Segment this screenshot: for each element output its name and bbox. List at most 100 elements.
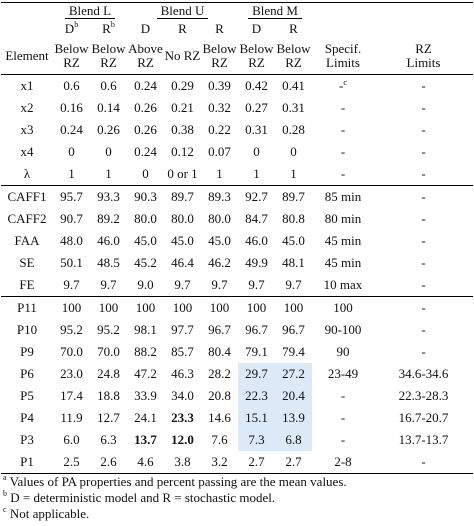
cell-text: x4 <box>20 144 34 159</box>
cell-text: 7.6 <box>211 432 228 447</box>
table-row: x1 0.6 0.6 0.24 0.29 0.39 0.42 0.41 -c - <box>1 75 473 98</box>
row-label: P3 <box>1 429 53 451</box>
table-row: P1 2.5 2.6 4.6 3.8 3.2 2.7 2.7 2-8 - <box>1 451 473 474</box>
cell-text: 90-100 <box>324 322 362 337</box>
table-cell: 3.2 <box>201 451 238 474</box>
cell-text: 9.7 <box>63 277 80 292</box>
note-mark: a <box>3 473 7 482</box>
table-cell: - <box>374 75 473 98</box>
table-cell: 98.1 <box>127 319 164 341</box>
table-cell: 92.7 <box>238 186 275 209</box>
table-cell: 85 min <box>312 186 374 209</box>
table-cell: 80.0 <box>127 208 164 230</box>
table-cell: 0.14 <box>90 97 127 119</box>
cell-text: 0.24 <box>134 78 157 93</box>
cell-text: 0 <box>68 144 75 159</box>
model-header: Rb <box>90 19 127 38</box>
table-cell: 95.7 <box>53 186 90 209</box>
cell-text: 1 <box>290 166 297 181</box>
table-cell: 34.6-34.6 <box>374 363 473 385</box>
model-label: D <box>251 20 262 36</box>
cell-text: P5 <box>20 388 34 403</box>
header-cell <box>312 2 374 19</box>
table-cell: -c <box>312 75 374 98</box>
table-row: λ 1 1 0 0 or 1 1 1 1 - - <box>1 163 473 186</box>
table-row: FAA 48.0 46.0 45.0 45.0 45.0 46.0 45.0 45 min - <box>1 230 473 252</box>
cell-text: - <box>421 144 426 159</box>
table-cell: - <box>374 252 473 274</box>
table-cell: - <box>374 208 473 230</box>
table-cell: 9.7 <box>90 274 127 297</box>
cell-text: 100 <box>172 300 193 315</box>
table-cell: 22.3 <box>238 385 275 407</box>
cell-text: x3 <box>20 122 34 137</box>
table-cell: 18.8 <box>90 385 127 407</box>
table-cell: 0.27 <box>238 97 275 119</box>
cell-text: 46.3 <box>171 366 194 381</box>
cell-text: 10 max <box>323 277 363 292</box>
cell-text: 80 min <box>324 211 362 226</box>
table-cell: 100 <box>90 297 127 320</box>
table-cell: - <box>374 274 473 297</box>
table-cell: 0.31 <box>275 97 312 119</box>
cell-text: 45.0 <box>282 233 305 248</box>
cell-text: 45.0 <box>134 233 157 248</box>
cell-text: 48.1 <box>282 255 305 270</box>
table-cell: 12.7 <box>90 407 127 429</box>
header-cell <box>374 2 473 19</box>
table-cell: 46.0 <box>238 230 275 252</box>
cell-text: - <box>340 100 346 115</box>
model-header: R <box>201 19 238 38</box>
table-cell: 0.24 <box>127 141 164 163</box>
table-cell: 89.7 <box>164 186 201 209</box>
cell-text: 45.0 <box>208 233 231 248</box>
cell-text: 1 <box>68 166 75 181</box>
table-cell: 90 <box>312 341 374 363</box>
rz-header: Below RZ <box>238 38 275 75</box>
cell-text: 0.29 <box>171 78 194 93</box>
cell-text: FE <box>19 277 35 292</box>
header-label: Specif. Limits <box>324 41 362 70</box>
cell-text: 0.31 <box>245 122 268 137</box>
table-cell: 0.24 <box>53 119 90 141</box>
table-cell: 1 <box>90 163 127 186</box>
table-cell: 90-100 <box>312 319 374 341</box>
table-cell: 80.8 <box>275 208 312 230</box>
cell-text: 0.6 <box>63 78 80 93</box>
table-cell: 13.7 <box>127 429 164 451</box>
row-label: CAFF2 <box>1 208 53 230</box>
table-cell: 89.7 <box>275 186 312 209</box>
cell-text: 100 <box>135 300 156 315</box>
cell-text: - <box>421 211 426 226</box>
cell-text: 9.7 <box>174 277 191 292</box>
cell-text: 24.8 <box>97 366 120 381</box>
group-label: Blend U <box>156 3 209 19</box>
table-row: FE 9.7 9.7 9.0 9.7 9.7 9.7 9.7 10 max - <box>1 274 473 297</box>
table-cell: 80.0 <box>164 208 201 230</box>
note-mark: b <box>3 489 7 498</box>
cell-text: 0.41 <box>282 78 305 93</box>
cell-text: - <box>421 322 426 337</box>
table-cell: 100 <box>312 297 374 320</box>
table-cell: 46.4 <box>164 252 201 274</box>
table-cell: 89.2 <box>90 208 127 230</box>
table-cell: - <box>374 97 473 119</box>
note-mark: b <box>110 19 115 29</box>
table-cell: - <box>312 119 374 141</box>
table-cell: 45 min <box>312 252 374 274</box>
cell-text: 0 <box>142 166 149 181</box>
table-cell: 93.3 <box>90 186 127 209</box>
cell-text: 0.38 <box>171 122 194 137</box>
cell-text: 95.7 <box>60 189 83 204</box>
table-cell: 88.2 <box>127 341 164 363</box>
footnote-text: Values of PA properties and percent pass… <box>9 474 347 489</box>
table-cell: 9.0 <box>127 274 164 297</box>
cell-text: 4.6 <box>137 454 154 469</box>
table-row: CAFF1 95.7 93.3 90.3 89.7 89.3 92.7 89.7 85 min - <box>1 186 473 209</box>
table-cell: 50.1 <box>53 252 90 274</box>
cell-text: 85.7 <box>171 344 194 359</box>
cell-text: 18.8 <box>97 388 120 403</box>
row-label: P5 <box>1 385 53 407</box>
cell-text: 100 <box>283 300 304 315</box>
table-row: P3 6.0 6.3 13.7 12.0 7.6 7.3 6.8 - 13.7-13.7 <box>1 429 473 451</box>
